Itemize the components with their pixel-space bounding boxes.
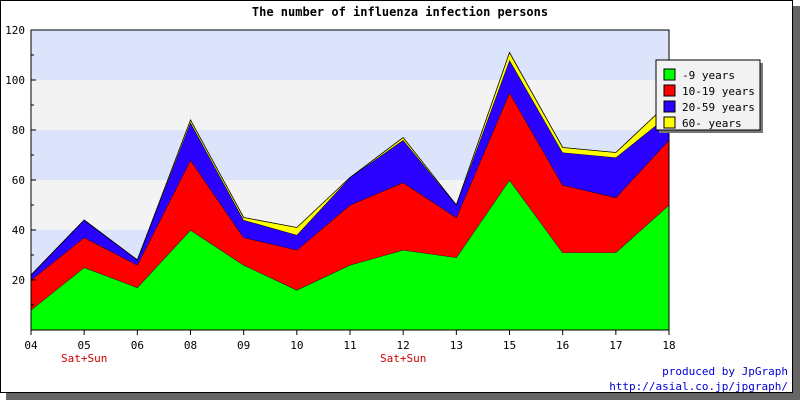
y-tick-label: 120 bbox=[5, 24, 25, 37]
y-tick-label: 100 bbox=[5, 74, 25, 87]
legend-label: 60- years bbox=[682, 117, 742, 130]
legend-swatch bbox=[663, 84, 676, 97]
credit-line-2[interactable]: http://asial.co.jp/jpgraph/ bbox=[609, 380, 788, 393]
credit-text: produced by JpGraph http://asial.co.jp/j… bbox=[609, 364, 788, 394]
legend-label: 20-59 years bbox=[682, 101, 755, 114]
x-tick-label: 04 bbox=[24, 339, 38, 352]
area-outline bbox=[30, 51, 670, 276]
area-10-19-years bbox=[31, 92, 669, 310]
grid-band bbox=[31, 80, 669, 130]
x-tick-label: 11 bbox=[343, 339, 356, 352]
y-tick-label: 80 bbox=[12, 124, 25, 137]
x-tick-label: 13 bbox=[450, 339, 463, 352]
x-tick-label: 06 bbox=[131, 339, 144, 352]
x-tick-label: 08 bbox=[184, 339, 197, 352]
x-tick-label: 17 bbox=[609, 339, 622, 352]
x-tick-label: 10 bbox=[290, 339, 303, 352]
legend-swatch bbox=[663, 68, 676, 81]
x-tick-label: 16 bbox=[556, 339, 569, 352]
area--9-years bbox=[31, 180, 669, 330]
weekend-label: Sat+Sun bbox=[61, 352, 107, 365]
frame-shadow-bottom bbox=[6, 393, 800, 400]
y-tick-label: 60 bbox=[12, 174, 25, 187]
legend: -9 years 10-19 years 20-59 years 60- years bbox=[655, 59, 763, 133]
credit-line-1: produced by JpGraph bbox=[662, 365, 788, 378]
chart-title: The number of influenza infection person… bbox=[252, 5, 548, 19]
stacked-areas bbox=[30, 51, 670, 330]
x-tick-label: 09 bbox=[237, 339, 250, 352]
y-tick-label: 40 bbox=[12, 224, 25, 237]
grid-band bbox=[31, 30, 669, 80]
x-tick-label: 15 bbox=[503, 339, 516, 352]
legend-label: -9 years bbox=[682, 69, 735, 82]
frame-shadow-right bbox=[793, 6, 800, 400]
legend-swatch bbox=[663, 100, 676, 113]
y-tick-label: 20 bbox=[12, 274, 25, 287]
x-tick-label: 05 bbox=[78, 339, 91, 352]
legend-swatch bbox=[663, 116, 676, 129]
x-tick-label: 18 bbox=[662, 339, 675, 352]
x-tick-label: 12 bbox=[397, 339, 410, 352]
legend-label: 10-19 years bbox=[682, 85, 755, 98]
weekend-label: Sat+Sun bbox=[380, 352, 426, 365]
